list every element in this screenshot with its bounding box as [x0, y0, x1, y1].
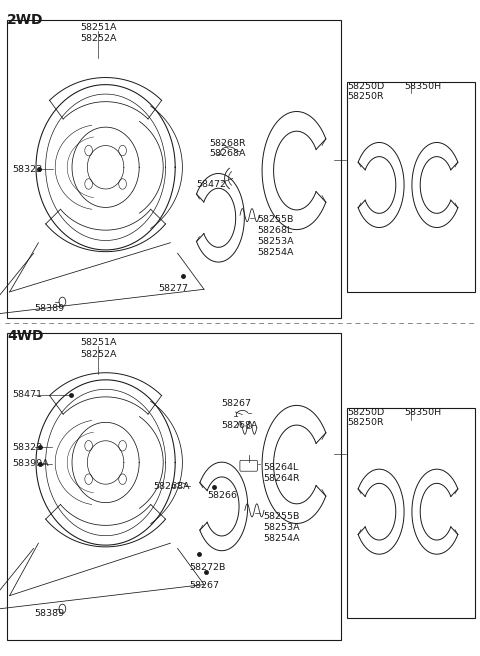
Text: 58251A
58252A: 58251A 58252A [80, 338, 117, 359]
Bar [7, 333, 341, 640]
Text: 58251A
58252A: 58251A 58252A [80, 23, 117, 43]
Text: 58277: 58277 [159, 284, 189, 293]
Text: 58266: 58266 [207, 491, 237, 500]
Text: 58255B
58253A
58254A: 58255B 58253A 58254A [263, 512, 300, 543]
Text: 58389: 58389 [35, 304, 65, 313]
Text: 58350H: 58350H [404, 82, 441, 91]
Text: 58267: 58267 [222, 399, 252, 408]
Text: 2WD: 2WD [7, 13, 44, 27]
Text: 58472: 58472 [196, 180, 226, 190]
Text: 58267: 58267 [190, 581, 220, 590]
Text: 4WD: 4WD [7, 329, 44, 343]
Text: 58250D
58250R: 58250D 58250R [348, 82, 385, 102]
Text: 58323: 58323 [12, 443, 42, 452]
Bar [347, 408, 475, 618]
Bar [7, 20, 341, 318]
Bar [347, 82, 475, 292]
Text: 58389: 58389 [35, 609, 65, 618]
Text: 58399A: 58399A [12, 459, 48, 468]
Text: 58323: 58323 [12, 165, 42, 174]
Text: 58264L
58264R: 58264L 58264R [263, 463, 300, 483]
Text: 58268A: 58268A [154, 482, 190, 491]
Text: 58272B: 58272B [190, 563, 226, 572]
Text: 58350H: 58350H [404, 408, 441, 417]
Text: 58255B
58268L
58253A
58254A: 58255B 58268L 58253A 58254A [257, 215, 293, 257]
Text: 58471: 58471 [12, 390, 42, 400]
Text: 58268R
58268A: 58268R 58268A [209, 139, 245, 159]
Text: 58250D
58250R: 58250D 58250R [348, 408, 385, 428]
Text: 58268A: 58268A [222, 420, 258, 430]
